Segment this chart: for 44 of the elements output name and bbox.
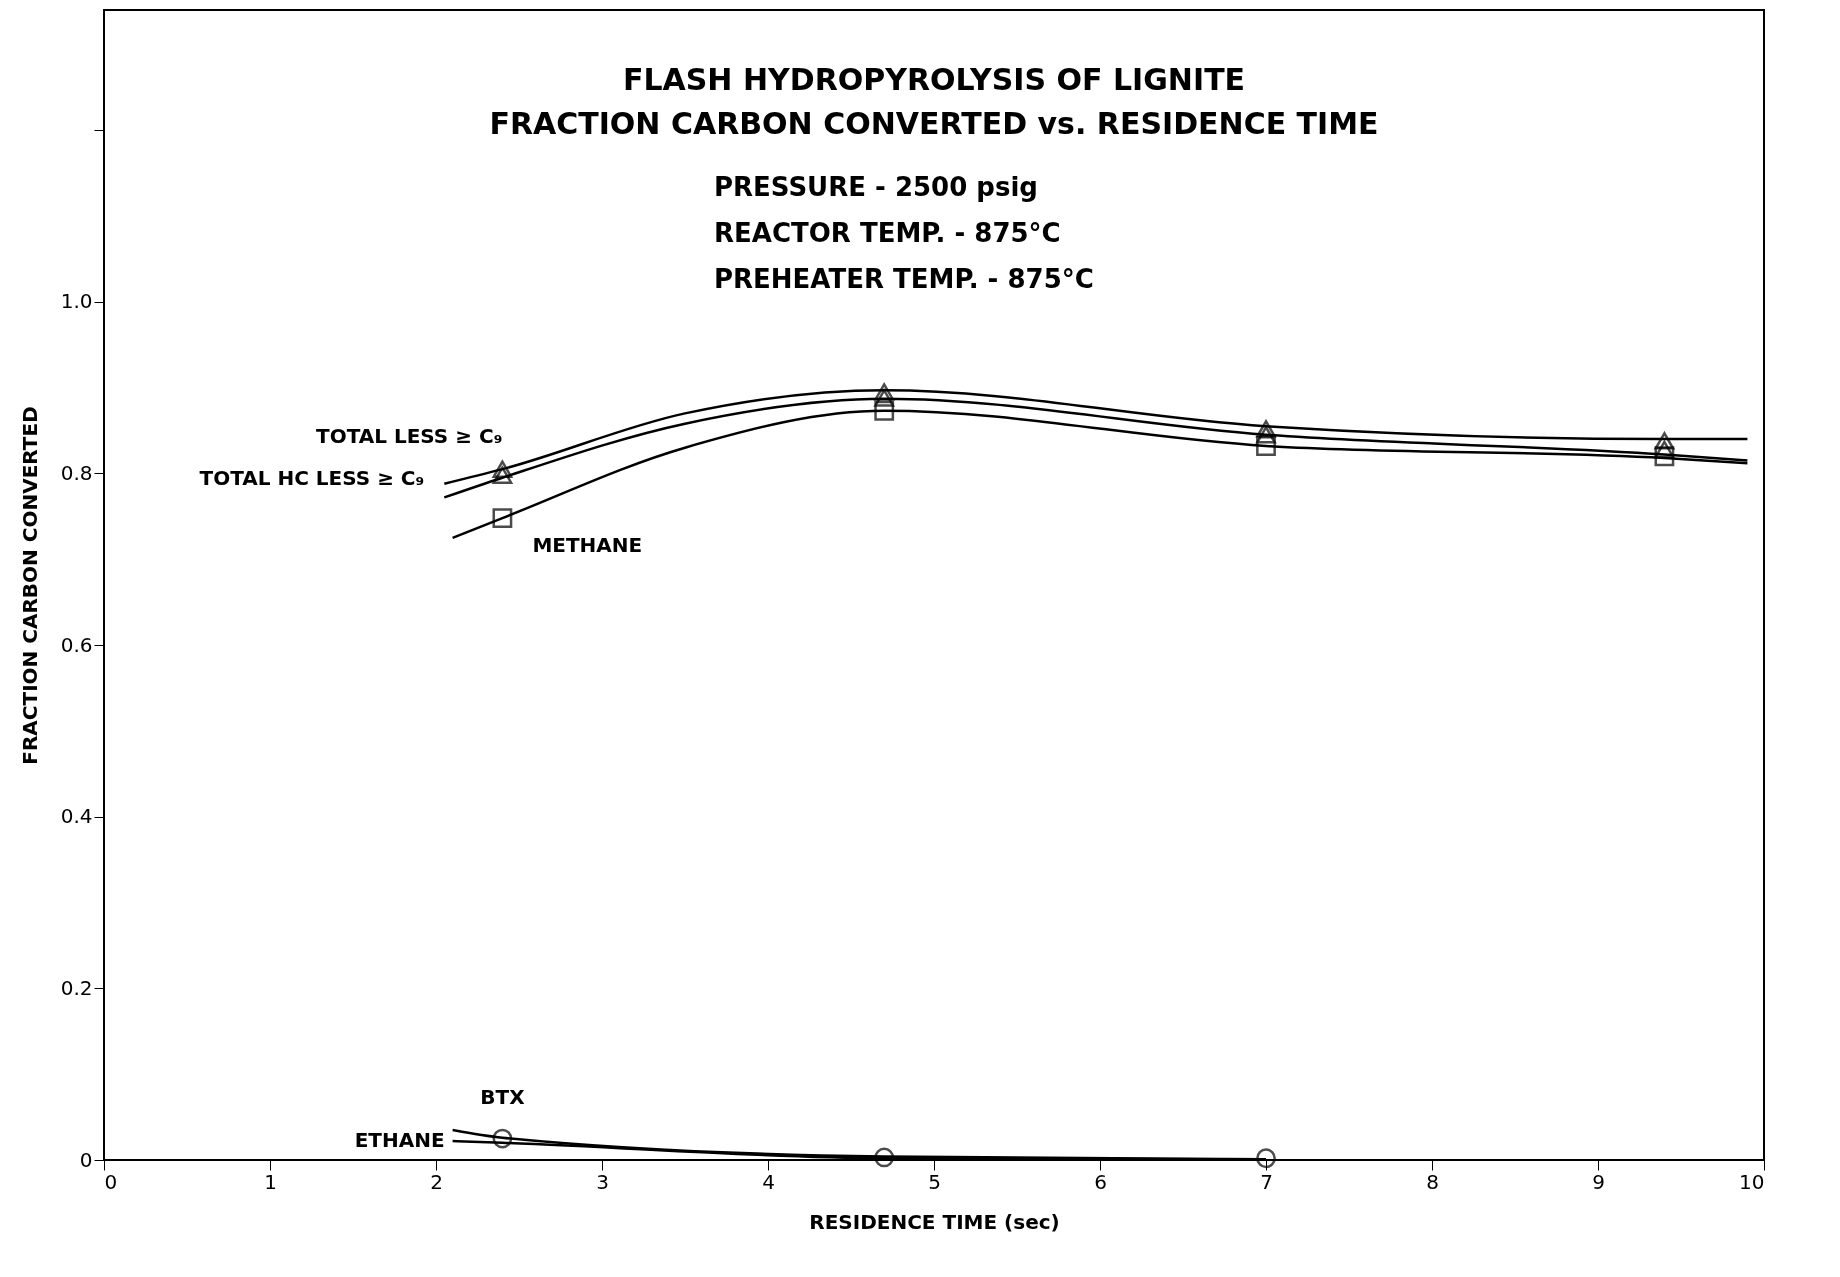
series-label: TOTAL HC LESS ≥ C₉ xyxy=(199,466,425,491)
x-tick-label: 7 xyxy=(1260,1169,1273,1194)
x-tick-label: 9 xyxy=(1592,1169,1605,1194)
y-tick-label: 0 xyxy=(79,1147,93,1172)
text: FRACTION CARBON CONVERTED vs. RESIDENCE TIME xyxy=(489,106,1379,141)
point xyxy=(1654,440,1675,459)
y-tick-label: 0.8 xyxy=(60,460,93,485)
point xyxy=(1256,420,1276,438)
point xyxy=(1654,446,1675,467)
y-tick-label: 0.6 xyxy=(60,632,93,657)
point xyxy=(1256,1148,1276,1169)
point xyxy=(492,1128,513,1149)
x-tick-label: 0 xyxy=(104,1169,118,1194)
point xyxy=(492,466,513,484)
point xyxy=(874,389,895,407)
point xyxy=(492,460,513,478)
x-tick-label: 2 xyxy=(430,1169,443,1194)
point xyxy=(1256,426,1276,444)
x-tick-label: 8 xyxy=(1426,1169,1439,1194)
x-tick-label: 3 xyxy=(596,1169,609,1194)
y-tick-label: 1.0 xyxy=(60,289,93,314)
x-axis-title: RESIDENCE TIME (sec) xyxy=(809,1209,1060,1234)
series-label: TOTAL LESS ≥ C₉ xyxy=(316,424,503,449)
series-label: BTX xyxy=(480,1084,526,1109)
x-tick-label: 1 xyxy=(264,1169,277,1194)
series-label: METHANE xyxy=(532,533,643,558)
y-tick-label: 0.4 xyxy=(60,804,93,829)
x-tick-label: 5 xyxy=(928,1169,941,1194)
text: REACTOR TEMP. - 875°C xyxy=(714,218,1061,248)
x-tick-label: 4 xyxy=(762,1169,775,1194)
x-tick-label: 10 xyxy=(1739,1169,1765,1194)
text: PRESSURE - 2500 psig xyxy=(714,172,1038,202)
point xyxy=(1256,436,1276,456)
x-tick-label: 6 xyxy=(1094,1169,1107,1194)
y-axis-title: FRACTION CARBON CONVERTED xyxy=(17,406,42,765)
point xyxy=(492,508,513,528)
text: FLASH HYDROPYROLYSIS OF LIGNITE xyxy=(622,62,1246,97)
text: PREHEATER TEMP. - 875°C xyxy=(714,264,1094,294)
point xyxy=(874,400,895,421)
point xyxy=(874,383,895,401)
series-label: ETHANE xyxy=(354,1128,445,1153)
y-tick-label: 0.2 xyxy=(60,975,93,1000)
point xyxy=(874,1147,895,1168)
point xyxy=(1654,432,1675,450)
